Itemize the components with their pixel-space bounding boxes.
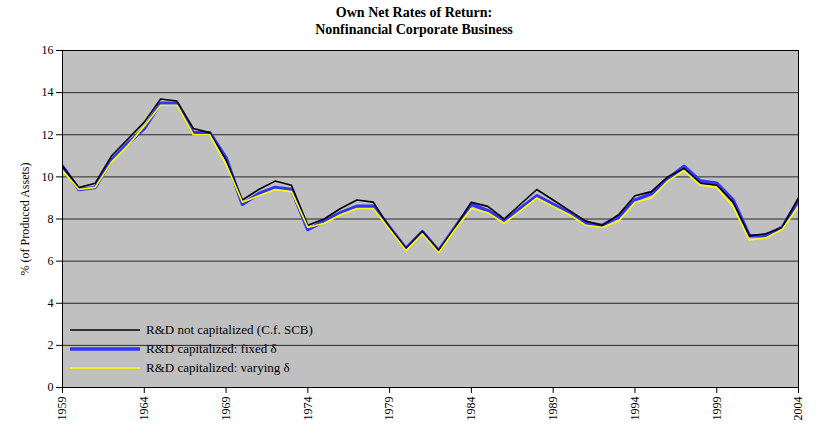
svg-text:1999: 1999 — [710, 397, 724, 421]
svg-text:2004: 2004 — [791, 397, 805, 421]
html-text:R&D capitalized: varying δ: R&D capitalized: varying δ — [146, 359, 290, 375]
html-text:Own Net Rates of Return:: Own Net Rates of Return: — [335, 5, 493, 20]
svg-text:8: 8 — [48, 212, 54, 226]
html-text:R&D capitalized: fixed δ: R&D capitalized: fixed δ — [146, 340, 277, 356]
svg-text:16: 16 — [42, 43, 54, 57]
svg-text:1984: 1984 — [464, 397, 478, 421]
svg-text:12: 12 — [42, 128, 54, 142]
svg-text:2: 2 — [48, 338, 54, 352]
svg-text:0: 0 — [48, 380, 54, 394]
html-text:Nonfinancial Corporate Busines: Nonfinancial Corporate Business — [315, 22, 513, 37]
html-text:R&D not capitalized (C.f. SCB): R&D not capitalized (C.f. SCB) — [146, 321, 313, 337]
svg-text:1979: 1979 — [382, 397, 396, 421]
svg-text:6: 6 — [48, 254, 54, 268]
svg-text:4: 4 — [48, 296, 54, 310]
svg-text:14: 14 — [42, 85, 54, 99]
svg-text:10: 10 — [42, 170, 54, 184]
svg-text:1959: 1959 — [55, 397, 69, 421]
svg-text:1994: 1994 — [628, 397, 642, 421]
svg-text:1964: 1964 — [137, 397, 151, 421]
svg-text:% (of Produced Assets): % (of Produced Assets) — [18, 163, 32, 276]
svg-text:1969: 1969 — [219, 397, 233, 421]
svg-text:1974: 1974 — [301, 397, 315, 421]
svg-text:1989: 1989 — [546, 397, 560, 421]
